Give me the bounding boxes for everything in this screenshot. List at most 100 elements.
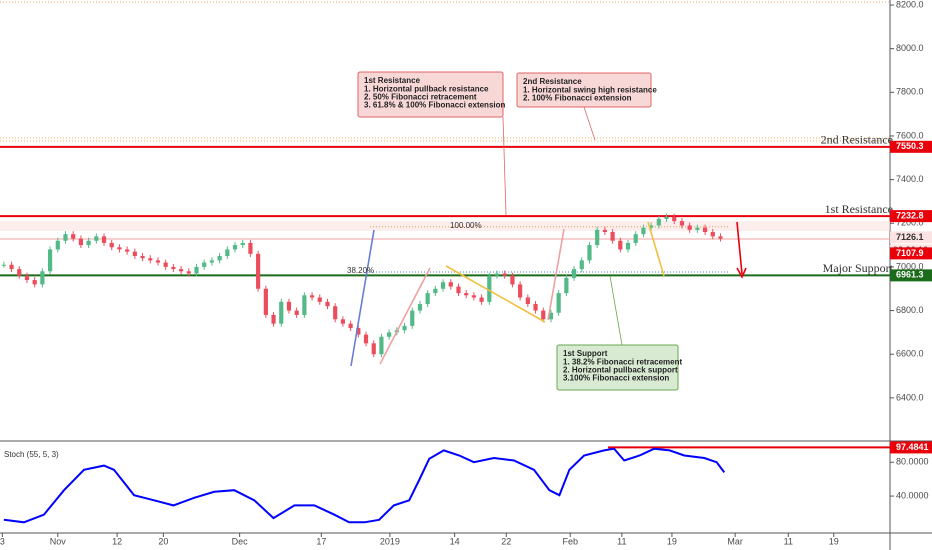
candle: [556, 293, 561, 313]
candle: [117, 247, 122, 250]
arrow: [445, 265, 546, 323]
candle: [101, 236, 107, 243]
annotation-text: 1. Horizontal swing high resistance: [523, 85, 657, 94]
candle: [348, 323, 353, 329]
candle: [256, 253, 261, 289]
annotation-text: 1st Support: [563, 349, 608, 358]
x-tick-label: 11: [784, 536, 793, 546]
price-tag-bg: [890, 210, 932, 223]
arrow-head: [736, 267, 747, 279]
x-tick-label: 20: [158, 536, 168, 546]
candle: [379, 336, 384, 355]
annotation-text: 3.100% Fibonacci extension: [563, 374, 669, 383]
candle: [402, 325, 407, 331]
candle: [687, 225, 692, 230]
candle: [340, 319, 346, 324]
candle: [333, 306, 338, 320]
candle: [710, 232, 715, 237]
y-tick-label: 8200.0: [896, 0, 924, 9]
y-tick-label: 7000.0: [896, 261, 924, 271]
annotation-text: 1st Resistance: [364, 76, 421, 85]
callout-line: [502, 116, 507, 216]
candle: [679, 221, 685, 226]
y-tick-label: 6600.0: [896, 349, 924, 359]
arrow: [379, 267, 431, 365]
price-tag: 7550.3: [896, 141, 924, 151]
x-tick-label: 17: [316, 536, 326, 546]
y-tick-label: 80.0000: [896, 457, 929, 467]
candle: [494, 273, 500, 276]
level-name: 2nd Resistance: [821, 133, 893, 147]
candle: [387, 332, 392, 337]
candle: [487, 275, 492, 302]
candle: [178, 269, 184, 272]
fib-label: 38.20%: [347, 266, 374, 275]
candle: [17, 269, 22, 276]
arrow: [736, 221, 743, 275]
candle: [571, 269, 577, 278]
candle: [548, 312, 554, 320]
candle: [47, 249, 53, 272]
price-tag-bg: [890, 231, 932, 244]
y-tick-label: 8000.0: [896, 43, 924, 53]
price-tag-bg: [890, 441, 932, 454]
y-tick-label: 7800.0: [896, 87, 924, 97]
candle: [440, 282, 446, 289]
candle: [40, 271, 45, 285]
price-tag-bg: [890, 247, 932, 260]
x-tick-label: 14: [450, 536, 460, 546]
y-tick-label: 6400.0: [896, 392, 924, 402]
candle: [425, 293, 430, 305]
candle: [533, 304, 538, 311]
candle: [471, 295, 476, 298]
arrow: [647, 221, 665, 277]
level-name: 1st Resistance: [825, 202, 893, 216]
candle: [433, 288, 438, 294]
price-tag-bg: [890, 269, 932, 282]
candle: [9, 264, 14, 270]
candle: [286, 301, 292, 311]
candle: [209, 260, 215, 263]
candle: [363, 334, 369, 344]
y-tick-label: 40.0000: [896, 490, 929, 500]
candle: [132, 251, 137, 257]
candle: [186, 271, 191, 274]
candle: [109, 242, 114, 248]
candle: [302, 295, 307, 315]
annotation-text: 1. 38.2% Fibonacci retracement: [563, 357, 683, 366]
candle: [86, 240, 91, 246]
candle: [656, 218, 661, 226]
candle: [32, 280, 37, 285]
annotation-text: 1. Horizontal pullback resistance: [364, 84, 489, 93]
arrow: [547, 228, 565, 321]
candle: [371, 343, 376, 355]
candle: [579, 260, 584, 270]
x-tick-label: 19: [829, 536, 839, 546]
candle: [587, 245, 592, 261]
annotation-text: 2. 50% Fibonacci retracement: [364, 93, 477, 102]
annotation-box: [357, 71, 504, 118]
candle: [279, 301, 284, 324]
candle: [502, 273, 507, 276]
candle: [448, 282, 453, 287]
price-tag: 7232.8: [896, 210, 924, 220]
candle: [525, 297, 530, 305]
candle: [718, 236, 723, 239]
candle: [263, 288, 268, 315]
candle: [140, 256, 145, 259]
x-tick-label: 22: [501, 536, 511, 546]
resistance-zone: [0, 221, 890, 231]
callout-line: [583, 106, 596, 141]
candle: [171, 266, 176, 270]
x-tick-label: Nov: [50, 536, 67, 546]
x-tick-label: 11: [617, 536, 626, 546]
candle: [163, 262, 168, 267]
price-tag: 97.4841: [896, 442, 929, 452]
candle: [309, 295, 315, 298]
candle: [63, 234, 68, 241]
candle: [271, 314, 276, 324]
candle: [541, 310, 546, 320]
candle: [625, 242, 631, 250]
candle: [464, 293, 469, 296]
x-tick-label: Feb: [562, 536, 578, 546]
